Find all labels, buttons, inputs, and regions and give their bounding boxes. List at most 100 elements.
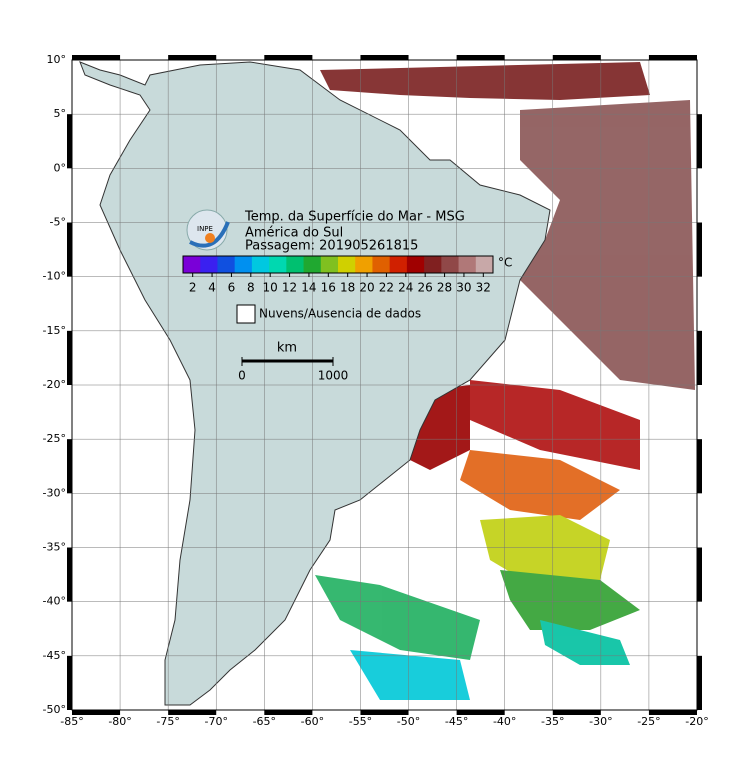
x-tick-label: -30° bbox=[589, 715, 612, 728]
colorbar-segment bbox=[338, 256, 356, 273]
y-tick-label: -20° bbox=[43, 378, 66, 391]
colorbar-segment bbox=[251, 256, 270, 273]
scale-unit: km bbox=[277, 341, 297, 356]
colorbar-segment bbox=[320, 256, 339, 273]
colorbar-segment bbox=[406, 256, 425, 273]
colorbar-label: 28 bbox=[437, 281, 452, 295]
frame-segment bbox=[697, 222, 702, 277]
colorbar-label: 30 bbox=[456, 281, 471, 295]
colorbar-label: 2 bbox=[189, 281, 197, 295]
frame-segment bbox=[360, 55, 409, 60]
frame-segment bbox=[67, 655, 72, 710]
y-tick-label: -30° bbox=[43, 486, 66, 499]
x-tick-label: -25° bbox=[637, 715, 660, 728]
colorbar-segment bbox=[372, 256, 391, 273]
y-tick-label: -45° bbox=[43, 649, 66, 662]
colorbar-label: 24 bbox=[398, 281, 413, 295]
colorbar-segment bbox=[183, 256, 201, 273]
x-tick-label: -85° bbox=[60, 715, 83, 728]
x-tick-label: -80° bbox=[108, 715, 131, 728]
colorbar-label: 10 bbox=[263, 281, 278, 295]
colorbar-label: 4 bbox=[208, 281, 216, 295]
frame-segment bbox=[697, 439, 702, 494]
frame-segment bbox=[67, 439, 72, 494]
frame-segment bbox=[648, 710, 697, 715]
x-tick-label: -60° bbox=[301, 715, 324, 728]
y-tick-label: -25° bbox=[43, 432, 66, 445]
legend-swatch bbox=[236, 304, 256, 324]
frame-segment bbox=[697, 547, 702, 602]
colorbar-frame bbox=[182, 255, 494, 274]
frame-segment bbox=[697, 330, 702, 385]
x-tick-label: -40° bbox=[493, 715, 516, 728]
y-tick-label: -15° bbox=[43, 324, 66, 337]
frame-segment bbox=[552, 710, 601, 715]
colorbar-segment bbox=[217, 256, 236, 273]
colorbar-label: 32 bbox=[476, 281, 491, 295]
colorbar-label: 14 bbox=[301, 281, 316, 295]
y-tick-label: -35° bbox=[43, 541, 66, 554]
title-line: América do Sul bbox=[245, 226, 343, 241]
colorbar-segment bbox=[355, 256, 373, 273]
frame-segment bbox=[552, 55, 601, 60]
y-tick-label: -40° bbox=[43, 595, 66, 608]
frame-segment bbox=[67, 330, 72, 385]
frame-segment bbox=[67, 114, 72, 169]
title-line: Passagem: 201905261815 bbox=[245, 239, 418, 254]
colorbar-label: 16 bbox=[321, 281, 336, 295]
y-tick-label: -5° bbox=[50, 216, 66, 229]
x-tick-label: -75° bbox=[156, 715, 179, 728]
frame-segment bbox=[264, 55, 313, 60]
colorbar-segment bbox=[269, 256, 287, 273]
colorbar-segment bbox=[458, 256, 477, 273]
sst-patches bbox=[315, 62, 695, 700]
frame-segment bbox=[72, 710, 121, 715]
frame-segment bbox=[697, 114, 702, 169]
colorbar-segment bbox=[286, 256, 305, 273]
colorbar-segment bbox=[441, 256, 460, 273]
colorbar-label: 6 bbox=[228, 281, 236, 295]
x-tick-label: -20° bbox=[685, 715, 708, 728]
x-tick-label: -70° bbox=[204, 715, 227, 728]
y-tick-label: -50° bbox=[43, 703, 66, 716]
colorbar-segment bbox=[303, 256, 322, 273]
colorbar-label: 22 bbox=[379, 281, 394, 295]
colorbar-segment bbox=[200, 256, 218, 273]
scale-label: 1000 bbox=[318, 369, 349, 383]
y-tick-label: 0° bbox=[54, 161, 67, 174]
legend-label: Nuvens/Ausencia de dados bbox=[259, 307, 421, 321]
title-line: Temp. da Superfície do Mar - MSG bbox=[244, 210, 465, 225]
x-tick-label: -45° bbox=[445, 715, 468, 728]
logo: INPE bbox=[186, 209, 230, 251]
frame-segment bbox=[72, 55, 121, 60]
frame-segment bbox=[360, 710, 409, 715]
frame-segment bbox=[168, 710, 217, 715]
colorbar-segment bbox=[424, 256, 442, 273]
y-tick-label: -10° bbox=[43, 270, 66, 283]
colorbar-unit: °C bbox=[498, 256, 512, 270]
y-tick-label: 5° bbox=[54, 107, 67, 120]
frame-segment bbox=[67, 547, 72, 602]
colorbar-label: 20 bbox=[359, 281, 374, 295]
frame-segment bbox=[648, 55, 697, 60]
colorbar-label: 8 bbox=[247, 281, 255, 295]
logo-text: INPE bbox=[197, 225, 213, 233]
frame-segment bbox=[697, 655, 702, 710]
colorbar-segment bbox=[475, 256, 494, 273]
colorbar-label: 26 bbox=[418, 281, 433, 295]
frame-segment bbox=[168, 55, 217, 60]
x-tick-label: -65° bbox=[253, 715, 276, 728]
frame-segment bbox=[67, 222, 72, 277]
x-tick-label: -50° bbox=[397, 715, 420, 728]
colorbar-segment bbox=[389, 256, 408, 273]
y-tick-label: 10° bbox=[47, 53, 67, 66]
x-tick-label: -55° bbox=[349, 715, 372, 728]
x-tick-label: -35° bbox=[541, 715, 564, 728]
frame-segment bbox=[456, 710, 505, 715]
colorbar-segment bbox=[234, 256, 253, 273]
scale-label: 0 bbox=[238, 369, 246, 383]
frame-segment bbox=[264, 710, 313, 715]
colorbar-label: 12 bbox=[282, 281, 297, 295]
frame-segment bbox=[456, 55, 505, 60]
